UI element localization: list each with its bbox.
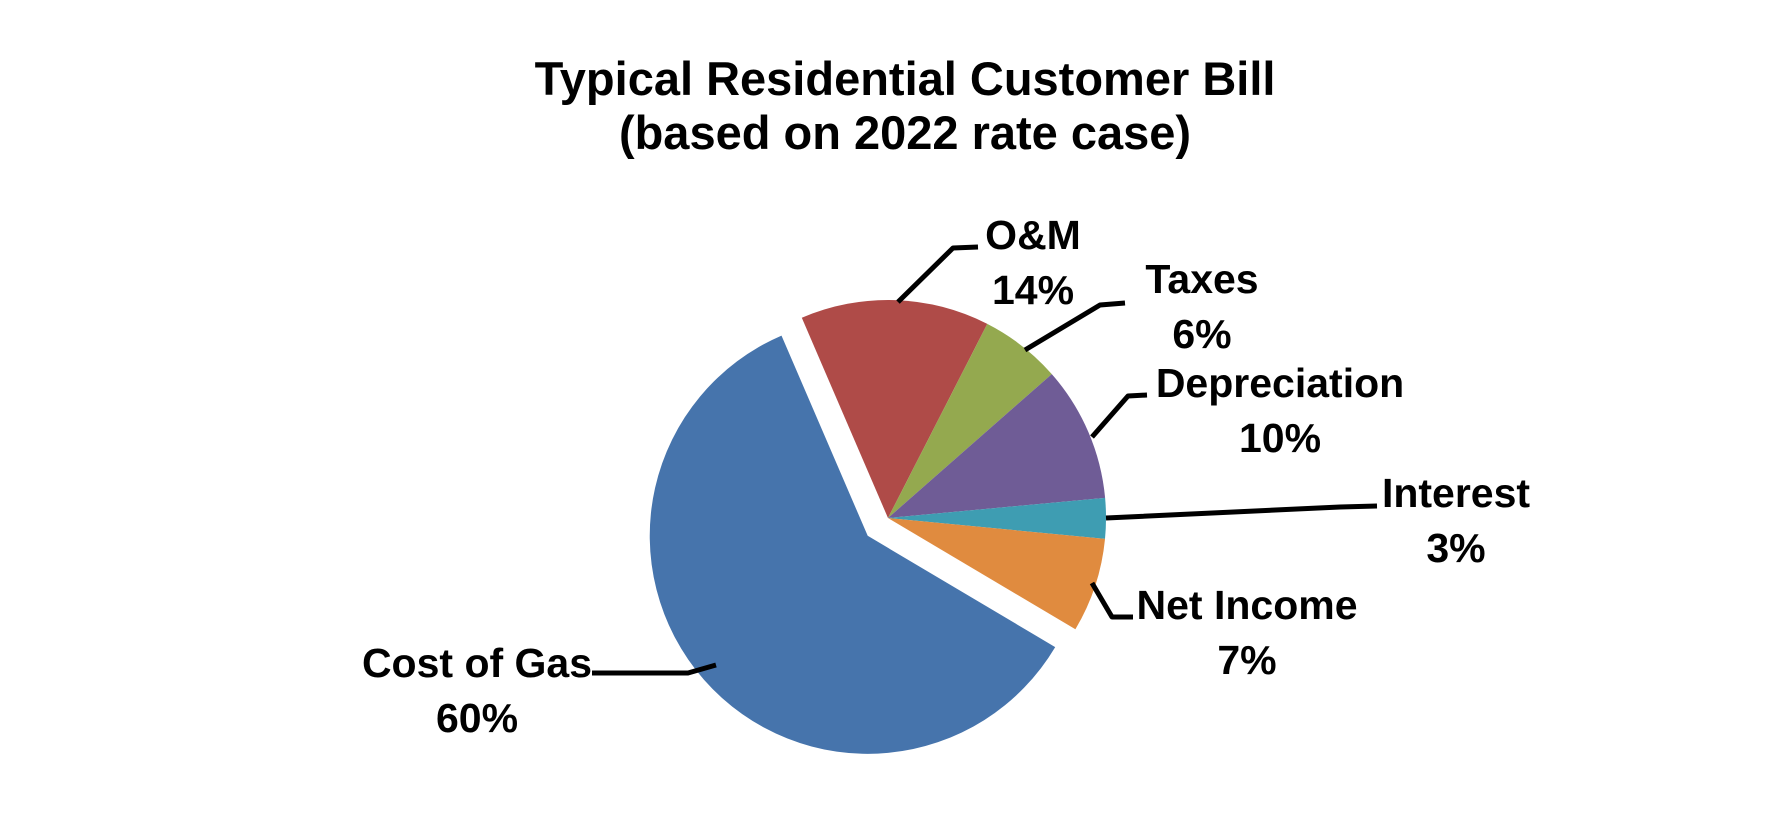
slice-label-interest: Interest 3% bbox=[1382, 466, 1530, 576]
pie-slice-interest bbox=[888, 497, 1107, 539]
slice-label-taxes: Taxes 6% bbox=[1145, 252, 1258, 362]
pie-slice-o-m bbox=[801, 300, 988, 518]
leader-line-taxes bbox=[1023, 300, 1126, 353]
leader-line-net-income bbox=[1089, 581, 1133, 620]
pie-slice-net-income bbox=[888, 518, 1105, 630]
chart-title-line1: Typical Residential Customer Bill bbox=[534, 52, 1276, 105]
slice-label-om-name: O&M bbox=[985, 212, 1081, 258]
chart-title: Typical Residential Customer Bill (based… bbox=[535, 52, 1276, 160]
pie-slice-taxes bbox=[888, 323, 1052, 518]
slice-label-om: O&M 14% bbox=[985, 208, 1081, 318]
slice-label-om-pct: 14% bbox=[991, 267, 1075, 313]
slice-label-taxes-pct: 6% bbox=[1172, 311, 1232, 357]
chart-title-line2: (based on 2022 rate case) bbox=[618, 106, 1192, 159]
slice-label-net-income-pct: 7% bbox=[1217, 637, 1277, 683]
pie-slice-cost-of-gas bbox=[649, 335, 1056, 754]
slice-label-cost-of-gas: Cost of Gas 60% bbox=[362, 636, 592, 746]
slice-label-interest-name: Interest bbox=[1381, 470, 1531, 516]
slice-label-depreciation: Depreciation 10% bbox=[1156, 356, 1404, 466]
leader-line-cost-of-gas bbox=[592, 662, 717, 676]
slice-label-taxes-name: Taxes bbox=[1145, 256, 1259, 302]
leader-line-interest bbox=[1105, 503, 1378, 521]
leader-line-depreciation bbox=[1090, 392, 1148, 439]
slice-label-depreciation-pct: 10% bbox=[1238, 415, 1322, 461]
slice-label-net-income: Net Income 7% bbox=[1137, 578, 1358, 688]
slice-label-interest-pct: 3% bbox=[1426, 525, 1486, 571]
slice-label-depreciation-name: Depreciation bbox=[1155, 360, 1405, 406]
slice-label-net-income-name: Net Income bbox=[1136, 582, 1358, 628]
slice-label-cost-of-gas-pct: 60% bbox=[435, 695, 519, 741]
pie-slice-depreciation bbox=[888, 374, 1106, 518]
slice-label-cost-of-gas-name: Cost of Gas bbox=[361, 640, 593, 686]
leader-line-o-m bbox=[896, 244, 979, 304]
